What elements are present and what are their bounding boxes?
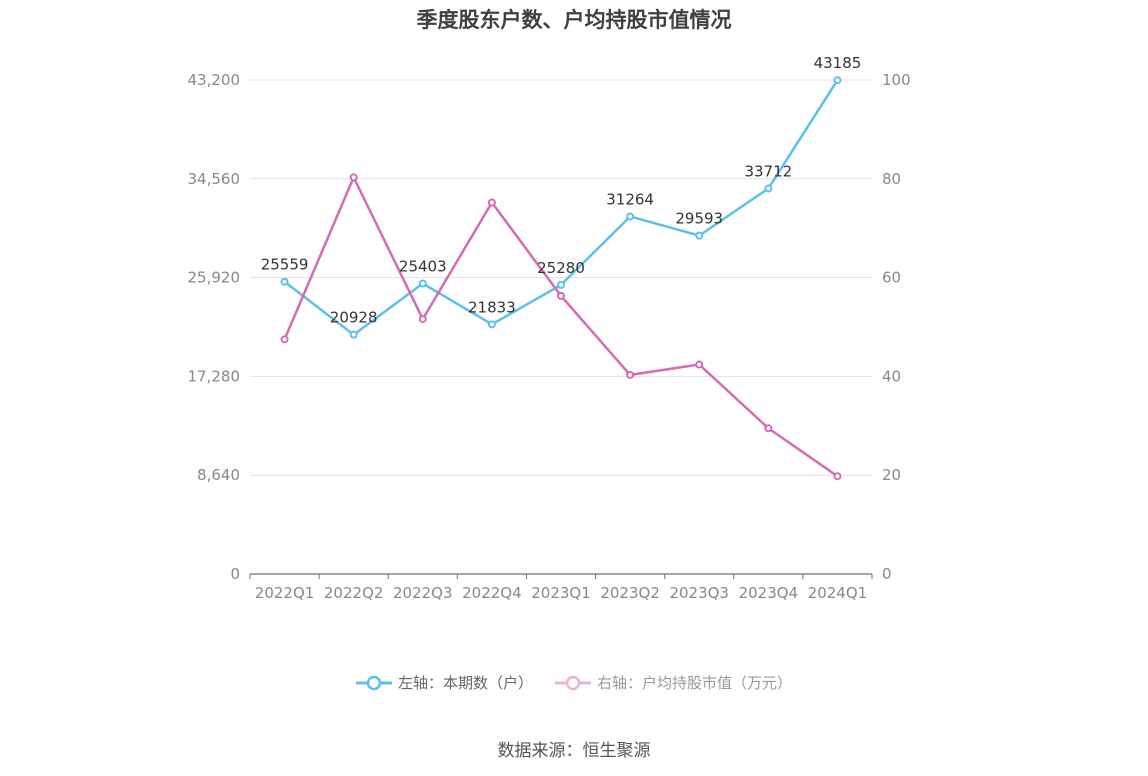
data-point bbox=[764, 184, 773, 193]
data-point bbox=[280, 335, 289, 344]
legend-item-left[interactable]: 左轴：本期数（户） bbox=[355, 672, 533, 693]
x-tick-label: 2023Q4 bbox=[739, 584, 799, 602]
x-tick-label: 2024Q1 bbox=[808, 584, 868, 602]
data-point bbox=[418, 279, 427, 288]
legend-left-marker-icon bbox=[355, 675, 392, 690]
data-point bbox=[487, 320, 496, 329]
legend-right-marker-icon bbox=[555, 675, 591, 690]
legend-left-label: 左轴：本期数（户） bbox=[397, 674, 533, 692]
axes: 0 0 8,640 20 17,280 40 25,920 60 34,560 80 43,200 1… bbox=[188, 71, 911, 602]
x-tick-label: 2023Q1 bbox=[531, 584, 591, 602]
legend-item-right[interactable]: 右轴：户均持股市值（万元） bbox=[555, 672, 792, 693]
data-label: 25280 bbox=[537, 259, 585, 277]
data-label: 21833 bbox=[468, 298, 516, 316]
data-point bbox=[487, 198, 496, 207]
legend: 左轴：本期数（户） 右轴：户均持股市值（万元） bbox=[0, 672, 1148, 693]
x-tick-label: 2022Q4 bbox=[462, 584, 522, 602]
data-label: 20928 bbox=[330, 309, 378, 327]
left-tick-label: 17,280 bbox=[188, 367, 241, 385]
data-label: 31264 bbox=[606, 190, 654, 208]
data-point bbox=[695, 360, 704, 369]
x-tick-label: 2022Q2 bbox=[324, 584, 384, 602]
left-tick-label: 34,560 bbox=[188, 170, 241, 188]
data-point bbox=[695, 231, 704, 240]
series-line-right bbox=[283, 176, 839, 478]
chart-title: 季度股东户数、户均持股市值情况 bbox=[416, 8, 732, 32]
x-tick-label: 2023Q2 bbox=[600, 584, 660, 602]
data-point bbox=[280, 277, 289, 286]
right-tick-label: 40 bbox=[882, 367, 901, 385]
source-note: 数据来源：恒生聚源 bbox=[497, 741, 651, 761]
data-point bbox=[833, 472, 842, 481]
data-point bbox=[349, 173, 358, 182]
right-tick-label: 80 bbox=[882, 170, 901, 188]
left-tick-label: 0 bbox=[230, 565, 240, 583]
grid-lines bbox=[250, 79, 872, 476]
data-point bbox=[418, 315, 427, 324]
x-tick-label: 2022Q1 bbox=[255, 584, 315, 602]
data-point bbox=[626, 370, 635, 379]
data-label: 29593 bbox=[675, 210, 723, 228]
legend-right-label: 右轴：户均持股市值（万元） bbox=[597, 674, 793, 692]
data-point bbox=[764, 424, 773, 433]
series-lines bbox=[280, 76, 842, 481]
left-tick-label: 8,640 bbox=[197, 466, 240, 484]
data-point bbox=[626, 212, 635, 221]
data-label: 25403 bbox=[399, 258, 447, 276]
data-point bbox=[833, 76, 842, 85]
right-tick-label: 20 bbox=[882, 466, 901, 484]
data-label: 43185 bbox=[814, 54, 862, 72]
left-tick-label: 25,920 bbox=[188, 269, 241, 287]
right-tick-label: 60 bbox=[882, 269, 901, 287]
data-point bbox=[557, 291, 565, 300]
x-tick-label: 2022Q3 bbox=[393, 584, 453, 602]
data-label: 33712 bbox=[744, 162, 792, 180]
data-point bbox=[349, 330, 358, 339]
data-labels: 25559 20928 25403 21833 25280 31264 29593 33712… bbox=[261, 54, 862, 327]
x-tick-label: 2023Q3 bbox=[669, 584, 729, 602]
data-point bbox=[557, 280, 565, 289]
right-tick-label: 100 bbox=[882, 71, 911, 89]
left-tick-label: 43,200 bbox=[188, 71, 241, 89]
right-tick-label: 0 bbox=[882, 565, 892, 583]
data-label: 25559 bbox=[261, 256, 309, 274]
